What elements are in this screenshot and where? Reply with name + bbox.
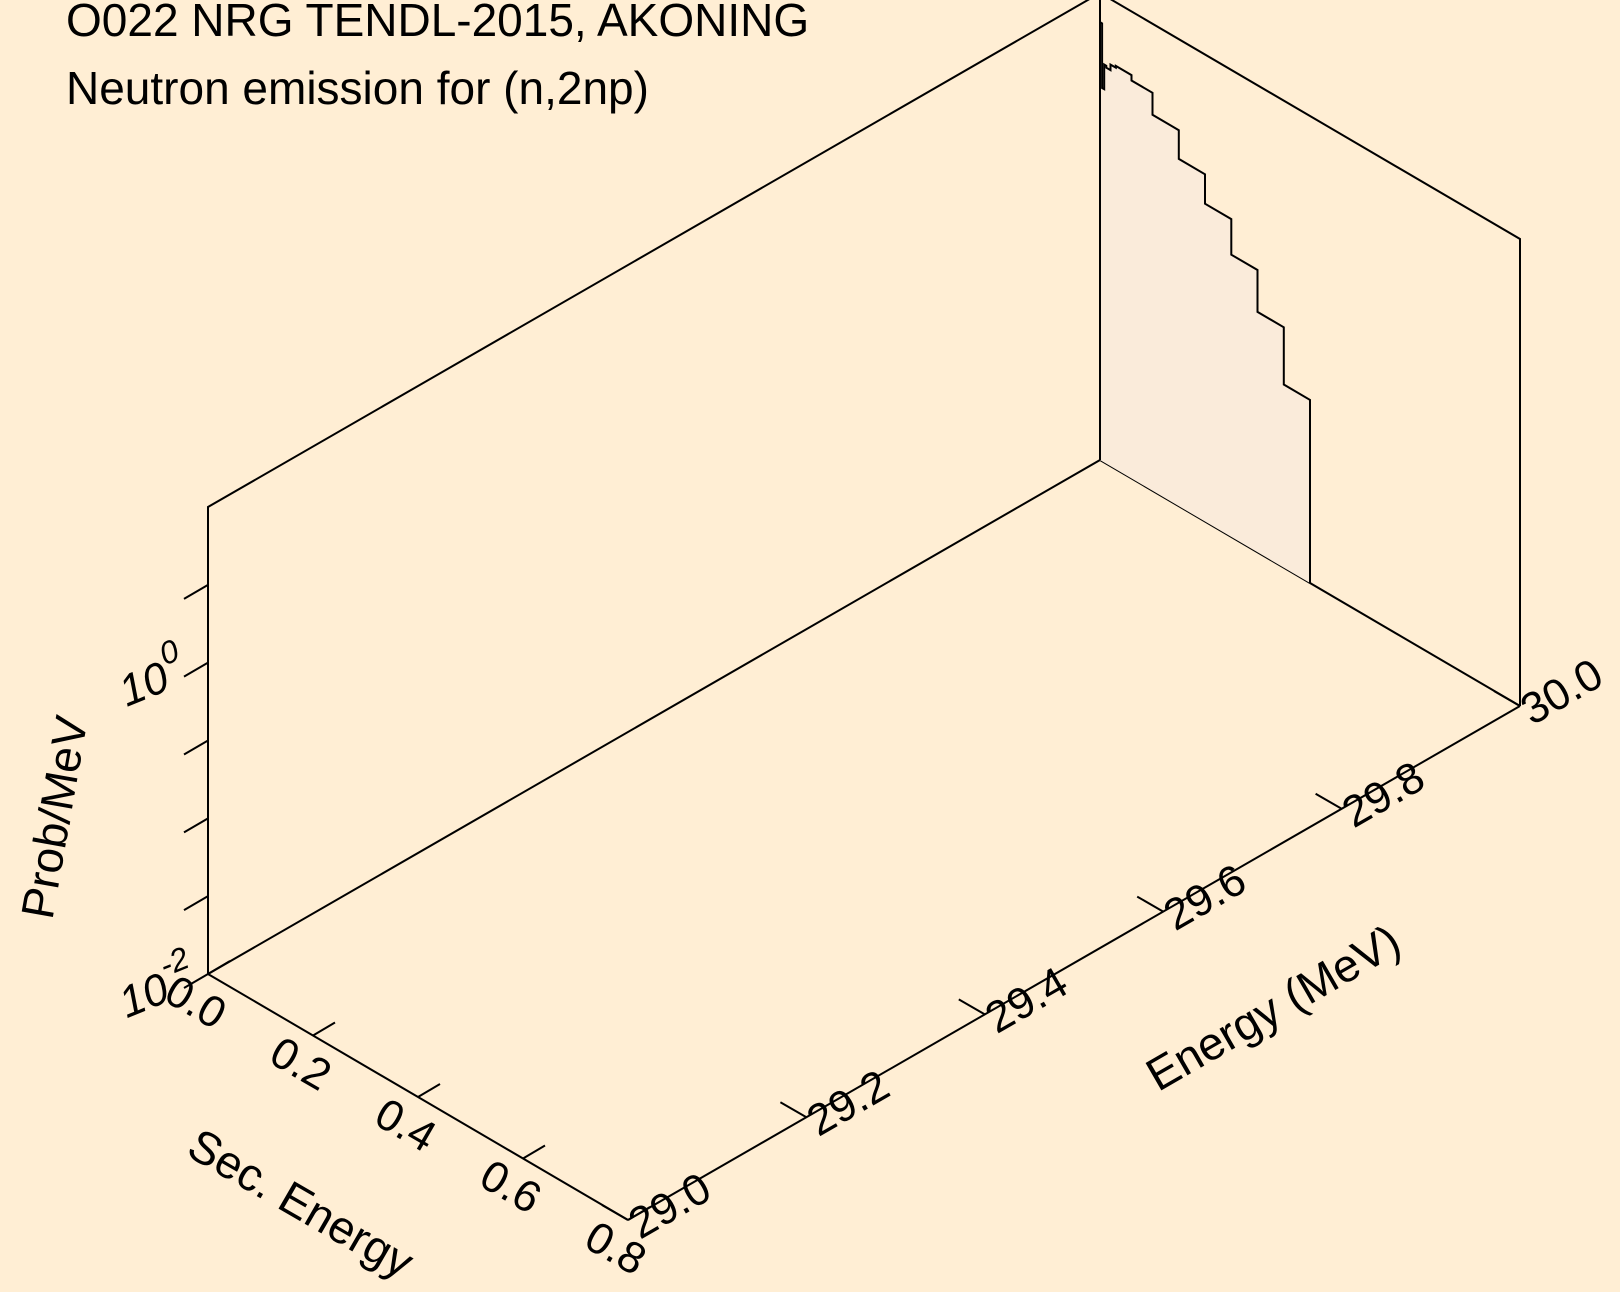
x-axis-label: Sec. Energy: [179, 1118, 422, 1288]
surface-plot: [1099, 20, 1311, 584]
y-axis-ticks: 29.029.229.429.629.830.0: [601, 649, 1612, 1249]
surface-line-0: [1099, 20, 1311, 583]
frame-back-edges: [207, 0, 1101, 975]
y-tick-label: 30.0: [1513, 649, 1612, 734]
x-tick-mark: [207, 960, 231, 975]
y-axis-label: Energy (MeV): [1137, 914, 1409, 1101]
y-tick-mark: [1315, 792, 1343, 810]
x-tick-mark: [417, 1083, 441, 1098]
y-tick-mark: [779, 1101, 807, 1119]
y-tick-mark: [601, 1204, 629, 1221]
x-tick-mark: [627, 1206, 651, 1221]
x-tick-label: 0.6: [472, 1150, 549, 1223]
y-tick-mark: [1493, 690, 1521, 707]
z-tick-mark: [183, 895, 209, 912]
z-tick-mark: [183, 661, 209, 678]
z-tick-label: 100: [112, 632, 184, 716]
x-tick-mark: [312, 1021, 336, 1037]
chart-title-line-2: Neutron emission for (n,2np): [66, 62, 649, 114]
z-tick-mark: [183, 973, 209, 989]
y-tick-mark: [1136, 895, 1164, 913]
x-tick-mark: [522, 1144, 546, 1160]
x-tick-label: 0.2: [262, 1027, 339, 1100]
z-tick-mark: [183, 583, 209, 600]
x-tick-label: 0.4: [367, 1089, 444, 1162]
z-axis-label: Prob/MeV: [11, 712, 98, 923]
frame-outline: [207, 0, 1521, 1221]
chart-title-line-1: O022 NRG TENDL-2015, AKONING: [66, 0, 809, 46]
y-tick-mark: [958, 998, 986, 1016]
z-tick-mark: [183, 817, 209, 834]
frame-front-edge: [627, 705, 1521, 1221]
z-tick-mark: [183, 739, 209, 756]
axes-frame: [207, 0, 1521, 1221]
surface-fill-0: [1100, 22, 1310, 584]
